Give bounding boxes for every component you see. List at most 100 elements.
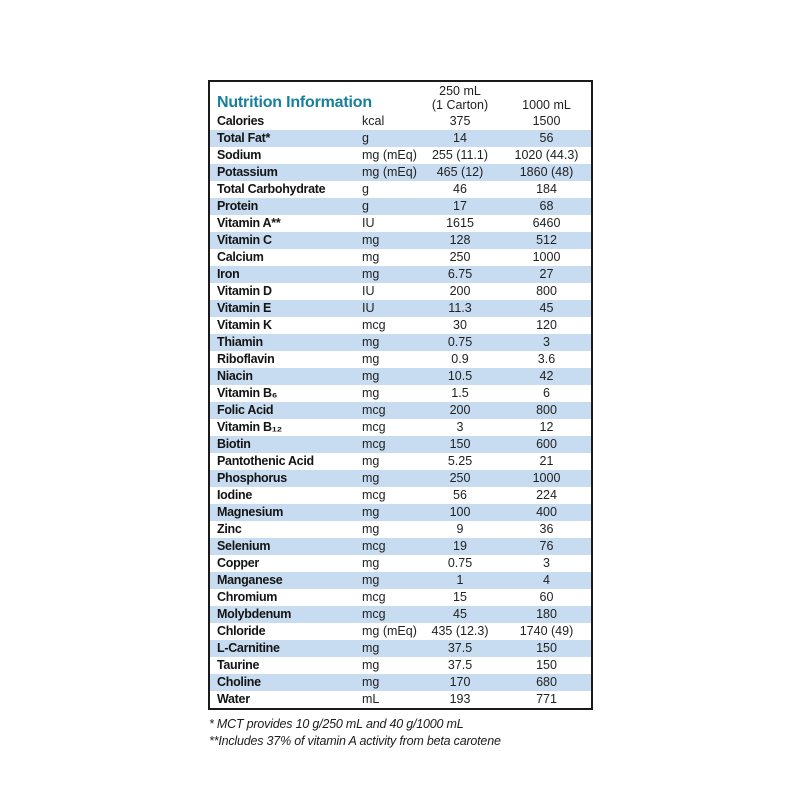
value-1000ml-cell: 1740 (49)	[519, 624, 574, 638]
value-1000ml-cell: 3	[543, 556, 550, 570]
value-1000ml-cell: 180	[536, 607, 557, 621]
nutrient-name-cell: Folic Acid	[217, 403, 274, 417]
nutrient-name-cell: Manganese	[217, 573, 283, 587]
value-250ml-cell: 17	[453, 199, 467, 213]
value-1000ml-cell: 1000	[532, 250, 561, 264]
value-250ml-cell: 170	[449, 675, 471, 689]
nutrient-name-cell: Iron	[217, 267, 240, 281]
value-1000ml-cell: 1020 (44.3)	[514, 148, 579, 162]
value-250ml-cell: 128	[449, 233, 471, 247]
value-1000ml-cell: 3.6	[537, 352, 556, 366]
value-250ml-cell: 37.5	[447, 641, 473, 655]
nutrient-unit-cell: mcg	[362, 488, 386, 502]
table-row: Biotin mcg 150 600	[210, 436, 591, 453]
value-250ml-cell: 465 (12)	[436, 165, 484, 179]
nutrient-name-cell: Vitamin E	[217, 301, 272, 315]
table-row: Total Fat* g 14 56	[210, 130, 591, 147]
value-1000ml-cell: 512	[536, 233, 557, 247]
value-250ml-cell: 193	[449, 692, 471, 706]
nutrient-unit-cell: mg	[362, 556, 380, 570]
nutrient-unit-cell: mcg	[362, 590, 386, 604]
value-250ml-cell: 375	[449, 114, 471, 128]
table-body: Calories kcal 375 1500 Total Fat* g 14 56 Sodium…	[210, 113, 591, 708]
table-row: Vitamin B₁₂ mcg 3 12	[210, 419, 591, 436]
nutrient-name-cell: Phosphorus	[217, 471, 287, 485]
nutrient-name-cell: Protein	[217, 199, 258, 213]
value-1000ml-cell: 400	[536, 505, 557, 519]
table-row: Magnesium mg 100 400	[210, 504, 591, 521]
nutrient-unit-cell: kcal	[362, 114, 385, 128]
nutrient-unit-cell: mg (mEq)	[362, 624, 417, 638]
nutrient-name-cell: Thiamin	[217, 335, 263, 349]
nutrient-name-cell: Calcium	[217, 250, 264, 264]
value-1000ml-cell: 1500	[532, 114, 561, 128]
nutrient-unit-cell: mg	[362, 335, 380, 349]
nutrient-name-cell: Biotin	[217, 437, 251, 451]
table-row: Iodine mcg 56 224	[210, 487, 591, 504]
table-row: Selenium mcg 19 76	[210, 538, 591, 555]
value-1000ml-cell: 76	[539, 539, 554, 553]
value-250ml-cell: 37.5	[447, 658, 473, 672]
nutrient-unit-cell: mcg	[362, 420, 386, 434]
value-250ml-cell: 19	[453, 539, 467, 553]
value-1000ml-cell: 1000	[532, 471, 561, 485]
table-row: Vitamin C mg 128 512	[210, 232, 591, 249]
nutrient-name-cell: Zinc	[217, 522, 242, 536]
nutrient-unit-cell: mg	[362, 471, 380, 485]
nutrient-unit-cell: mcg	[362, 607, 386, 621]
nutrient-unit-cell: mcg	[362, 318, 386, 332]
nutrient-name-cell: Riboflavin	[217, 352, 275, 366]
table-row: Niacin mg 10.5 42	[210, 368, 591, 385]
nutrient-unit-cell: mg	[362, 352, 380, 366]
nutrient-unit-cell: IU	[362, 301, 375, 315]
nutrient-unit-cell: g	[362, 182, 369, 196]
value-1000ml-cell: 224	[536, 488, 557, 502]
table-row: Zinc mg 9 36	[210, 521, 591, 538]
table-row: Choline mg 170 680	[210, 674, 591, 691]
table-row: Iron mg 6.75 27	[210, 266, 591, 283]
nutrient-name-cell: Taurine	[217, 658, 260, 672]
value-1000ml-cell: 680	[536, 675, 557, 689]
value-250ml-cell: 200	[449, 403, 471, 417]
table-row: Chromium mcg 15 60	[210, 589, 591, 606]
value-250ml-cell: 46	[453, 182, 467, 196]
nutrient-unit-cell: mL	[362, 692, 380, 706]
nutrient-name-cell: Vitamin B₁₂	[217, 420, 282, 434]
value-250ml-cell: 11.3	[448, 301, 472, 315]
nutrient-unit-cell: mg	[362, 675, 380, 689]
nutrient-name-cell: Molybdenum	[217, 607, 292, 621]
value-250ml-cell: 250	[449, 471, 471, 485]
nutrient-unit-cell: mg	[362, 386, 380, 400]
nutrient-name-cell: Calories	[217, 114, 264, 128]
value-250ml-cell: 6.75	[447, 267, 473, 281]
table-row: Chloride mg (mEq) 435 (12.3) 1740 (49)	[210, 623, 591, 640]
table-title: Nutrition Information	[217, 94, 372, 111]
nutrient-unit-cell: mg	[362, 233, 380, 247]
nutrient-name-cell: Pantothenic Acid	[217, 454, 314, 468]
table-row: Calcium mg 250 1000	[210, 249, 591, 266]
value-250ml-cell: 0.75	[447, 335, 473, 349]
value-250ml-cell: 10.5	[447, 369, 473, 383]
table-row: Molybdenum mcg 45 180	[210, 606, 591, 623]
table-row: Sodium mg (mEq) 255 (11.1) 1020 (44.3)	[210, 147, 591, 164]
value-1000ml-cell: 12	[539, 420, 554, 434]
value-1000ml-cell: 3	[543, 335, 550, 349]
nutrient-name-cell: Selenium	[217, 539, 271, 553]
value-1000ml-cell: 1860 (48)	[519, 165, 574, 179]
value-1000ml-cell: 150	[536, 641, 557, 655]
value-1000ml-cell: 4	[543, 573, 550, 587]
value-250ml-cell: 0.9	[451, 352, 469, 366]
table-row: Total Carbohydrate g 46 184	[210, 181, 591, 198]
value-250ml-cell: 1	[456, 573, 464, 587]
nutrient-unit-cell: mcg	[362, 437, 386, 451]
value-250ml-cell: 30	[453, 318, 467, 332]
nutrient-unit-cell: mg	[362, 267, 380, 281]
value-1000ml-cell: 56	[539, 131, 554, 145]
value-250ml-cell: 0.75	[447, 556, 473, 570]
value-1000ml-cell: 6	[543, 386, 550, 400]
table-row: Vitamin K mcg 30 120	[210, 317, 591, 334]
value-250ml-cell: 435 (12.3)	[431, 624, 489, 638]
value-1000ml-cell: 68	[539, 199, 554, 213]
value-1000ml-cell: 771	[536, 692, 557, 706]
value-1000ml-cell: 184	[536, 182, 557, 196]
